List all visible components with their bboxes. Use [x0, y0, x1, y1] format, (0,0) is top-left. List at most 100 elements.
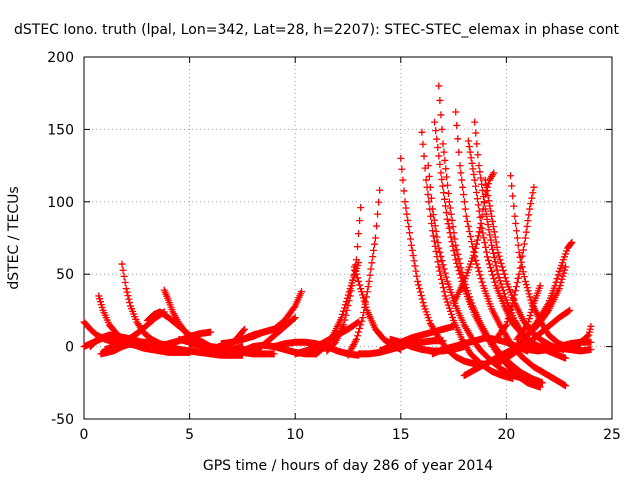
data-point	[290, 314, 298, 322]
data-point	[562, 263, 570, 271]
data-point	[119, 266, 127, 274]
data-point	[440, 265, 448, 273]
data-point	[472, 244, 480, 252]
data-point	[474, 201, 482, 209]
data-point	[444, 220, 452, 228]
data-point	[496, 256, 504, 264]
data-point	[561, 266, 569, 274]
data-point	[425, 198, 433, 206]
data-point	[374, 210, 382, 218]
data-point	[438, 280, 446, 288]
data-point	[478, 278, 486, 286]
data-point	[525, 290, 533, 298]
data-point	[480, 234, 488, 242]
y-axis-label: dSTEC / TECUs	[6, 186, 22, 289]
data-point	[446, 307, 454, 315]
data-point	[430, 237, 438, 245]
data-point	[471, 248, 479, 256]
data-point	[418, 128, 426, 136]
x-tick-label: 20	[497, 427, 515, 443]
data-point	[437, 111, 445, 119]
data-point	[359, 314, 367, 322]
data-point	[416, 288, 424, 296]
data-point	[352, 270, 360, 278]
data-point	[562, 382, 570, 390]
data-point	[464, 137, 472, 145]
data-point	[482, 210, 490, 218]
data-point	[426, 183, 434, 191]
data-point	[125, 295, 133, 303]
data-point	[519, 268, 527, 276]
data-point	[538, 379, 546, 387]
data-point	[370, 246, 378, 254]
data-point	[507, 172, 515, 180]
data-point	[357, 204, 365, 212]
data-series	[513, 282, 544, 343]
data-series	[217, 325, 278, 348]
data-point	[346, 292, 354, 300]
data-point	[345, 297, 353, 305]
data-point	[489, 217, 497, 225]
data-point	[404, 216, 412, 224]
data-point	[207, 328, 215, 336]
data-point	[422, 176, 430, 184]
data-point	[408, 246, 416, 254]
data-point	[488, 267, 496, 275]
data-point	[482, 248, 490, 256]
data-point	[453, 259, 461, 267]
data-point	[439, 261, 447, 269]
data-point	[375, 198, 383, 206]
data-point	[427, 194, 435, 202]
data-point	[441, 156, 449, 164]
data-point	[529, 302, 537, 310]
data-point	[357, 321, 365, 329]
data-point	[512, 283, 520, 291]
data-point	[500, 270, 508, 278]
data-point	[411, 262, 419, 270]
data-point	[457, 169, 465, 177]
data-point	[466, 233, 474, 241]
data-point	[489, 250, 497, 258]
data-point	[495, 252, 503, 260]
data-point	[515, 248, 523, 256]
data-point	[500, 290, 508, 298]
data-point	[587, 322, 595, 330]
data-point	[476, 271, 484, 279]
data-point	[474, 264, 482, 272]
data-point	[438, 175, 446, 183]
data-point	[565, 307, 573, 315]
data-point	[489, 245, 497, 253]
data-point	[436, 267, 444, 275]
data-point	[490, 275, 498, 283]
data-point	[239, 326, 247, 334]
data-point	[518, 252, 526, 260]
x-tick-label: 25	[603, 427, 621, 443]
data-series	[386, 335, 468, 355]
data-point	[471, 176, 479, 184]
data-point	[454, 250, 462, 258]
plot-frame	[83, 56, 613, 420]
data-point	[524, 318, 532, 326]
data-point	[486, 202, 494, 210]
data-point	[470, 170, 478, 178]
data-point	[501, 322, 509, 330]
data-point	[358, 291, 366, 299]
data-point	[124, 292, 132, 300]
data-point	[298, 288, 306, 296]
data-point	[424, 191, 432, 199]
data-point	[432, 127, 440, 135]
data-point	[488, 212, 496, 220]
data-point	[364, 283, 372, 291]
data-point	[459, 183, 467, 191]
data-point	[431, 242, 439, 250]
data-point	[511, 212, 519, 220]
data-point	[536, 282, 544, 290]
data-point	[513, 234, 521, 242]
data-point	[521, 277, 529, 285]
data-point	[490, 254, 498, 262]
data-point	[454, 135, 462, 143]
data-point	[354, 332, 362, 340]
data-point	[491, 278, 499, 286]
data-point	[525, 315, 533, 323]
data-point	[520, 273, 528, 281]
